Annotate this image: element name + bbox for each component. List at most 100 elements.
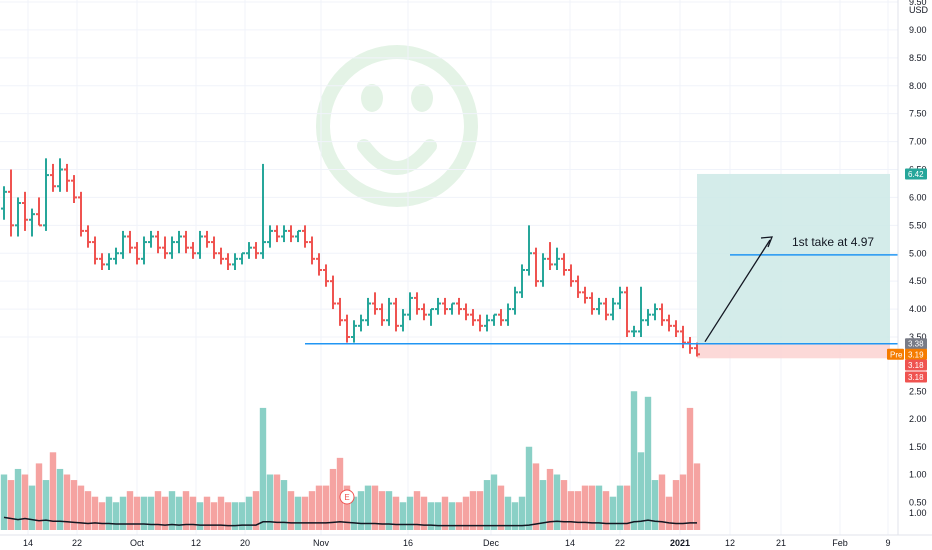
volume-bar bbox=[343, 485, 351, 530]
ohlc-bar bbox=[99, 253, 105, 270]
drawings[interactable] bbox=[305, 236, 898, 345]
price-tick-label: 6.00 bbox=[909, 192, 927, 202]
volume-bar bbox=[455, 502, 463, 530]
earnings-marker[interactable]: E bbox=[339, 489, 355, 505]
smiley-icon bbox=[316, 45, 478, 207]
time-tick-label: 22 bbox=[72, 538, 82, 548]
ohlc-bar bbox=[302, 225, 308, 248]
ohlc-bar bbox=[456, 297, 462, 315]
ohlc-bar bbox=[610, 297, 616, 321]
ohlc-bar bbox=[29, 208, 35, 237]
long-position-box[interactable] bbox=[697, 173, 890, 359]
ohlc-bar bbox=[92, 236, 98, 265]
volume-bar bbox=[630, 391, 638, 530]
volume-bar bbox=[518, 496, 526, 530]
ohlc-bar bbox=[428, 308, 434, 326]
ohlc-bar bbox=[134, 242, 140, 265]
ohlc-bar bbox=[666, 314, 672, 332]
ohlc-bar bbox=[22, 191, 28, 231]
ohlc-bar bbox=[71, 175, 77, 203]
price-tick-label: 7.50 bbox=[909, 109, 927, 119]
volume-bar bbox=[119, 496, 127, 530]
ohlc-bar bbox=[267, 225, 273, 248]
time-tick-label: Feb bbox=[832, 538, 848, 548]
volume-bar bbox=[147, 496, 155, 530]
ohlc-bar bbox=[575, 275, 581, 298]
volume-bar bbox=[434, 502, 442, 530]
ohlc-bar bbox=[127, 230, 133, 254]
ohlc-bar bbox=[344, 314, 350, 343]
ohlc-bar bbox=[407, 292, 413, 321]
volume-bar bbox=[511, 502, 519, 530]
ohlc-bar bbox=[141, 236, 147, 265]
ohlc-bars bbox=[1, 158, 700, 357]
volume-bar bbox=[637, 452, 645, 530]
ohlc-bar bbox=[421, 303, 427, 321]
smiley-eyes bbox=[361, 84, 433, 112]
price-tag-label: 6.42 bbox=[908, 170, 924, 179]
ohlc-bar bbox=[15, 197, 21, 237]
ohlc-bar bbox=[176, 230, 182, 254]
volume-bar bbox=[392, 496, 400, 530]
ohlc-bar bbox=[638, 286, 644, 337]
take-profit-annotation: 1st take at 4.97 bbox=[792, 235, 874, 249]
ohlc-bar bbox=[554, 247, 560, 270]
indicator-tick-label: 1.00 bbox=[909, 508, 927, 518]
volume-bar bbox=[385, 491, 393, 530]
ohlc-bar bbox=[484, 314, 490, 332]
ohlc-bar bbox=[57, 158, 63, 192]
volume-bar bbox=[672, 480, 680, 530]
ohlc-bar bbox=[183, 230, 189, 254]
ohlc-bar bbox=[694, 342, 700, 357]
volume-bar bbox=[203, 496, 211, 530]
price-tag-label: 3.19 bbox=[908, 350, 924, 359]
volume-bar bbox=[98, 502, 106, 530]
ohlc-bar bbox=[582, 286, 588, 304]
ohlc-bar bbox=[351, 320, 357, 343]
volume-bar bbox=[581, 485, 589, 530]
ohlc-bar bbox=[645, 309, 651, 326]
volume-bar bbox=[196, 502, 204, 530]
volume-bar bbox=[525, 446, 533, 530]
volume-bar bbox=[294, 496, 302, 530]
arrow-head bbox=[760, 236, 773, 248]
price-tag-prefix-bg bbox=[887, 348, 904, 360]
volume-bar bbox=[7, 480, 15, 530]
volume-bar bbox=[364, 485, 372, 530]
volume-bar bbox=[462, 496, 470, 530]
time-axis-ticks: 14 22 Oct 12 20 Nov 16 Dec 14 22 2021 12 21 Feb 9 bbox=[23, 538, 891, 548]
volume-bar bbox=[280, 480, 288, 530]
time-tick-label: Oct bbox=[130, 538, 145, 548]
price-tick-label: 3.50 bbox=[909, 332, 927, 342]
volume-bar bbox=[532, 463, 540, 530]
ohlc-bar bbox=[414, 292, 420, 315]
volume-bar bbox=[231, 502, 239, 530]
time-tick-label: 12 bbox=[725, 538, 735, 548]
volume-bar bbox=[504, 496, 512, 530]
volume-bar bbox=[301, 496, 309, 530]
ohlc-bar bbox=[533, 247, 539, 287]
time-tick-label: 2021 bbox=[670, 538, 690, 548]
volume-bar bbox=[609, 496, 617, 530]
ohlc-bar bbox=[64, 163, 70, 192]
ohlc-bar bbox=[155, 230, 161, 254]
volume-bar bbox=[245, 496, 253, 530]
volume-bar bbox=[448, 502, 456, 530]
volume-bar bbox=[210, 502, 218, 530]
volume-bar bbox=[63, 474, 71, 530]
time-tick-label: 14 bbox=[23, 538, 33, 548]
price-tag-bg bbox=[905, 359, 927, 371]
volume-bar bbox=[14, 468, 22, 530]
volume-bar bbox=[574, 491, 582, 530]
volume-bar bbox=[553, 474, 561, 530]
ohlc-bar bbox=[218, 247, 224, 265]
volume-bar bbox=[49, 452, 57, 530]
ohlc-bar bbox=[442, 297, 448, 315]
ohlc-bar bbox=[1, 186, 7, 220]
volume-bar bbox=[238, 502, 246, 530]
price-tag-label: 3.18 bbox=[908, 361, 924, 370]
volume-bar bbox=[546, 468, 554, 530]
volume-bar bbox=[371, 485, 379, 530]
ohlc-bar bbox=[232, 253, 238, 270]
